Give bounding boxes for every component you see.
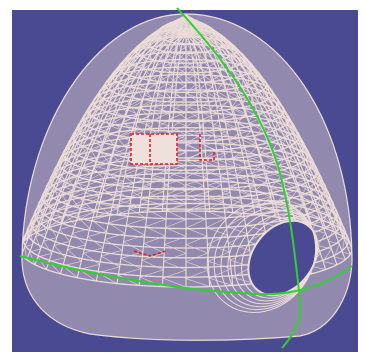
markers-layer — [130, 133, 215, 257]
mesh-diagonal — [62, 31, 187, 278]
mesh-diagonal — [185, 33, 233, 286]
mesh-diagonal — [185, 15, 294, 218]
mesh-diagonal — [185, 32, 276, 282]
mesh-diagonal — [184, 33, 210, 287]
bracket-marker — [199, 134, 215, 161]
mesh-diagonal — [185, 32, 256, 284]
mesh-diagonal — [96, 15, 187, 218]
mesh-diagonal — [139, 14, 187, 213]
mesh-diagonal — [78, 32, 187, 282]
mesh-diagonal — [184, 14, 211, 212]
mesh-diagonal — [34, 19, 187, 234]
dome-opening — [206, 199, 319, 313]
mesh-diagonal — [24, 26, 187, 260]
mesh-diagonal — [185, 18, 335, 229]
dash-marker — [133, 250, 167, 257]
curves-layer — [19, 7, 353, 349]
mesh-diagonal — [185, 17, 324, 225]
mesh-diagonal — [185, 26, 346, 261]
dome-outline — [21, 13, 353, 341]
square-marker — [130, 133, 178, 165]
mesh-diagonal — [185, 25, 351, 255]
vertical-curve — [176, 7, 302, 349]
mesh-diagonal — [77, 16, 187, 221]
mesh-diagonal — [26, 20, 187, 239]
mesh-diagonal — [185, 14, 276, 215]
mesh-diagonal — [185, 14, 234, 212]
mesh-diagonal — [60, 17, 187, 225]
horizontal-curve — [19, 255, 353, 296]
mesh-diagonal — [116, 14, 187, 215]
mesh-diagonal — [185, 22, 351, 244]
opening-rim-ring — [206, 199, 317, 313]
mesh-diagonal — [46, 18, 187, 229]
mesh-diagonal — [37, 29, 187, 270]
mesh-diagonal — [162, 14, 188, 212]
mesh-diagonal — [22, 22, 187, 244]
mesh-diagonal — [185, 16, 311, 221]
mesh-diagonal — [48, 30, 187, 275]
